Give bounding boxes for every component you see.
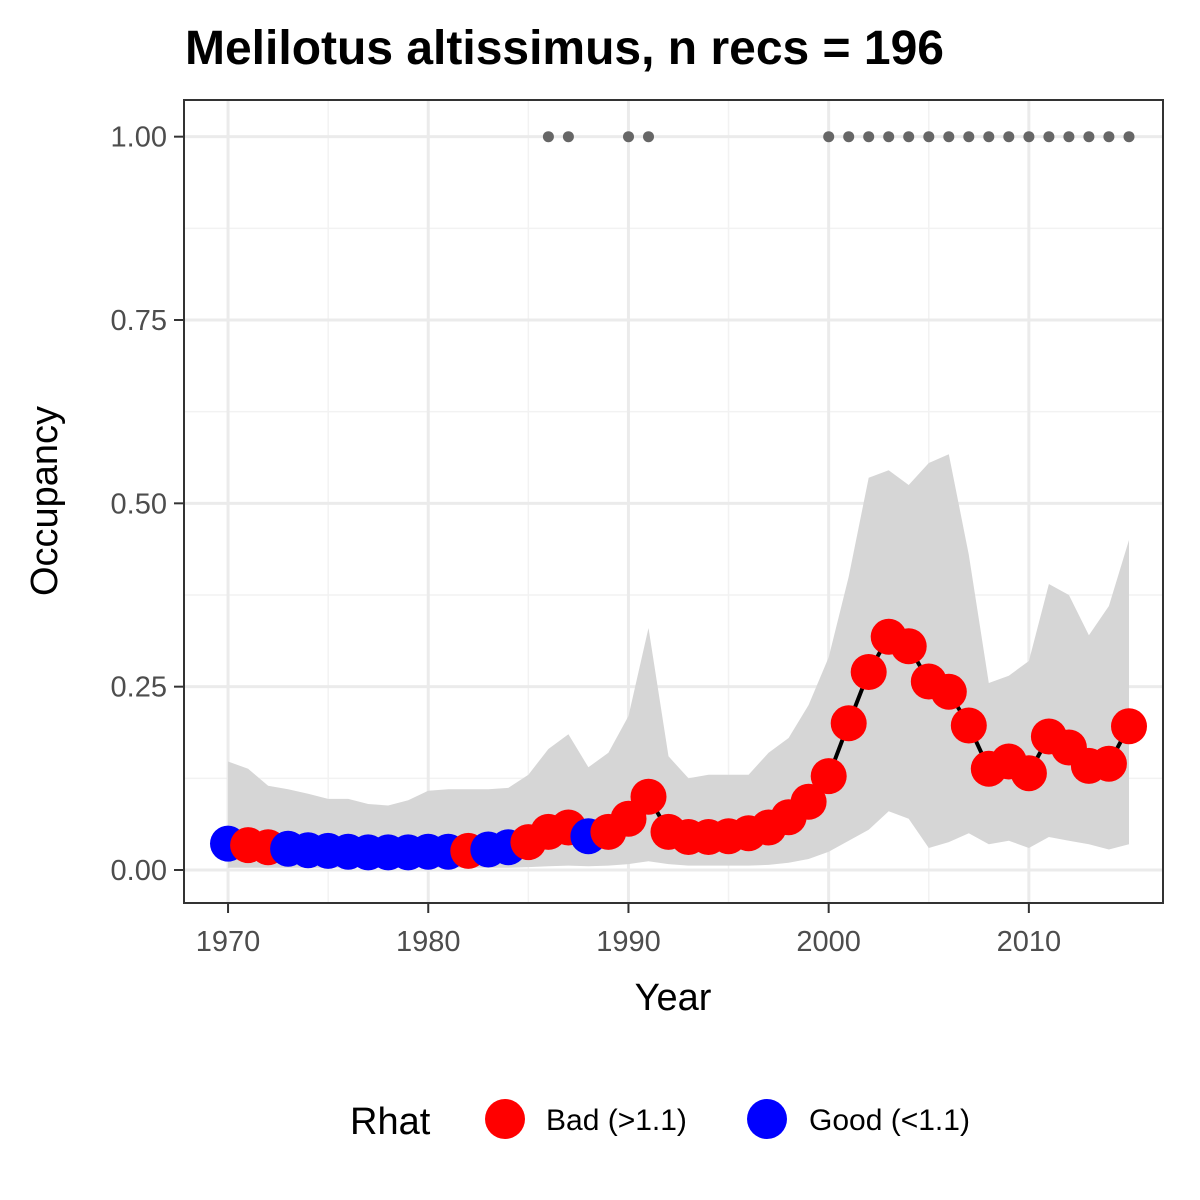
record-dot-2008 <box>983 131 995 143</box>
point-bad-2014 <box>1090 745 1127 782</box>
x-tick-label: 2000 <box>796 926 861 958</box>
chart-title: Melilotus altissimus, n recs = 196 <box>185 22 944 75</box>
y-tick-label: 0.00 <box>111 855 167 887</box>
record-dot-2007 <box>963 131 975 143</box>
x-tick-label: 1990 <box>596 926 661 958</box>
record-dot-2012 <box>1063 131 1075 143</box>
y-tick-label: 0.50 <box>111 488 167 520</box>
record-dot-2010 <box>1023 131 1035 143</box>
legend-good-swatch <box>747 1099 787 1139</box>
y-axis-title: Occupancy <box>24 406 66 596</box>
record-dot-1987 <box>562 131 574 143</box>
record-dot-2009 <box>1003 131 1015 143</box>
x-tick-label: 2010 <box>997 926 1062 958</box>
point-bad-2015 <box>1111 708 1147 745</box>
confidence-ribbon <box>228 454 1129 868</box>
legend: Rhat Bad (>1.1) Good (<1.1) <box>350 1099 970 1143</box>
x-axis-title: Year <box>635 977 712 1019</box>
record-dot-2001 <box>843 131 855 143</box>
point-bad-2000 <box>810 758 847 795</box>
record-dot-2003 <box>883 131 895 143</box>
record-dot-2006 <box>943 131 955 143</box>
record-dot-2013 <box>1083 131 1095 143</box>
point-bad-2001 <box>830 705 867 742</box>
point-bad-2006 <box>930 673 967 710</box>
point-bad-2007 <box>950 707 987 744</box>
point-bad-2002 <box>850 654 887 690</box>
record-dot-2002 <box>863 131 875 143</box>
point-bad-1999 <box>790 783 827 820</box>
record-dot-2004 <box>903 131 915 143</box>
point-bad-2010 <box>1010 755 1047 792</box>
plot-area <box>183 99 1164 904</box>
record-dot-2014 <box>1103 131 1115 143</box>
record-dot-1990 <box>623 131 634 143</box>
y-tick-label: 1.00 <box>111 122 167 154</box>
record-year-dots <box>542 131 1135 143</box>
record-dot-2000 <box>823 131 835 143</box>
x-tick-label: 1970 <box>196 926 261 958</box>
point-bad-1991 <box>630 778 667 815</box>
legend-good-label: Good (<1.1) <box>809 1104 970 1137</box>
legend-bad-label: Bad (>1.1) <box>546 1104 687 1137</box>
occupancy-points <box>210 618 1147 871</box>
record-dot-1986 <box>542 131 554 143</box>
x-tick-label: 1980 <box>396 926 461 958</box>
y-tick-label: 0.25 <box>111 672 167 704</box>
x-axis: 1970 1980 1990 2000 2010 <box>196 903 1061 958</box>
y-axis: 0.00 0.25 0.50 0.75 1.00 <box>111 122 184 887</box>
legend-title: Rhat <box>350 1101 431 1143</box>
record-dot-2011 <box>1043 131 1055 143</box>
y-tick-label: 0.75 <box>111 305 167 337</box>
point-bad-2004 <box>890 628 927 665</box>
legend-bad-swatch <box>485 1099 525 1139</box>
record-dot-2015 <box>1123 131 1135 143</box>
record-dot-1991 <box>643 131 654 143</box>
record-dot-2005 <box>923 131 935 143</box>
plot-border <box>183 99 1164 904</box>
